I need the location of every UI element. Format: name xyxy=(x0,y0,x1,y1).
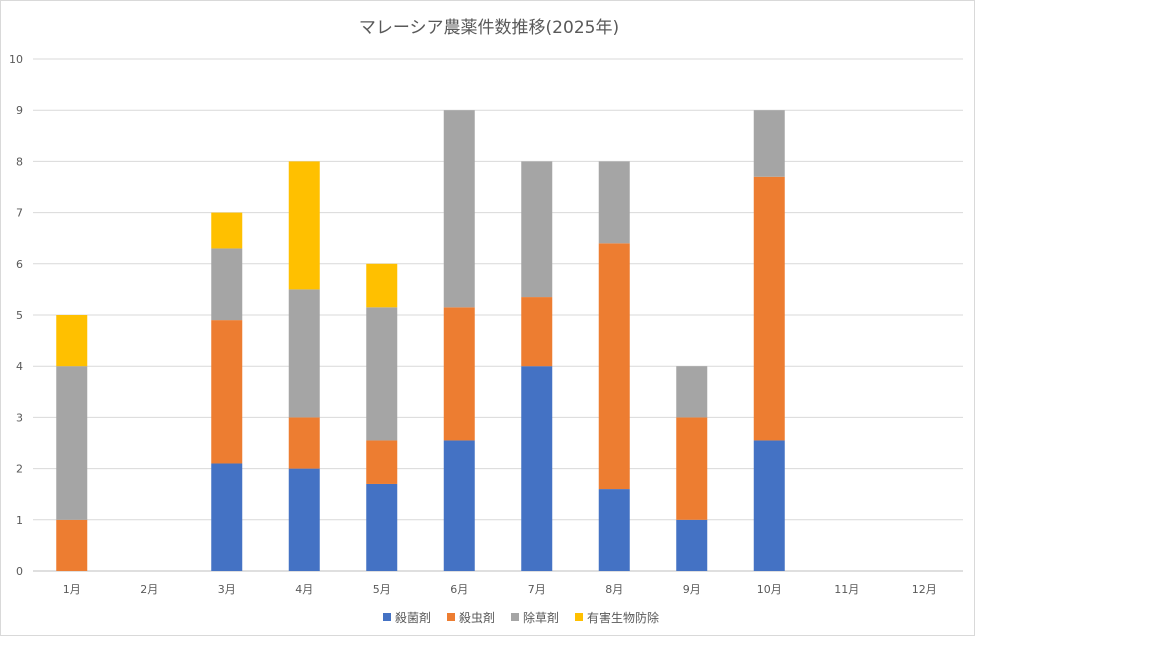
y-axis: 0 1 2 3 4 5 6 7 8 9 10 xyxy=(9,53,23,578)
y-tick-label: 4 xyxy=(16,360,23,373)
legend-swatch xyxy=(575,613,583,621)
bar-segment xyxy=(676,366,708,418)
y-tick-label: 8 xyxy=(16,155,23,168)
y-tick-label: 0 xyxy=(16,565,23,578)
bar-segment xyxy=(211,248,243,321)
bar-segment xyxy=(443,110,475,308)
x-tick-label: 7月 xyxy=(528,583,546,596)
legend-label: 有害生物防除 xyxy=(587,610,659,625)
bar-segment xyxy=(676,519,708,571)
bar-segment xyxy=(366,307,398,441)
x-tick-label: 3月 xyxy=(218,583,236,596)
stacked-bar-chart: マレーシア農薬件数推移(2025年) 0 1 2 3 4 5 6 7 8 9 10 1月 2月 3月 4月… xyxy=(9,18,963,625)
x-tick-label: 5月 xyxy=(373,583,391,596)
bar-segment xyxy=(753,110,785,177)
y-tick-label: 1 xyxy=(16,514,23,527)
x-tick-label: 9月 xyxy=(683,583,701,596)
bar-segment xyxy=(366,440,398,484)
x-tick-label: 8月 xyxy=(605,583,623,596)
y-tick-label: 3 xyxy=(16,411,23,424)
y-tick-label: 6 xyxy=(16,258,23,271)
bar-segment xyxy=(211,320,243,464)
bar-segment xyxy=(521,161,553,298)
y-tick-label: 2 xyxy=(16,463,23,476)
y-tick-label: 5 xyxy=(16,309,23,322)
legend-label: 除草剤 xyxy=(523,610,559,625)
bar-segment xyxy=(443,307,475,441)
legend-label: 殺菌剤 xyxy=(395,610,431,625)
bar-segment xyxy=(211,212,243,249)
bar-segment xyxy=(366,483,398,571)
bar-segment xyxy=(598,489,630,571)
bar-segment xyxy=(288,468,320,571)
y-tick-label: 9 xyxy=(16,104,23,117)
bar-segment xyxy=(56,366,88,520)
bar-segment xyxy=(56,519,88,571)
bar-segment xyxy=(598,243,630,490)
x-tick-label: 4月 xyxy=(295,583,313,596)
bar-segment xyxy=(288,289,320,418)
bar-segment xyxy=(521,297,553,367)
x-tick-label: 2月 xyxy=(140,583,158,596)
bar-segment xyxy=(288,161,320,290)
bar-segment xyxy=(211,463,243,571)
y-tick-label: 10 xyxy=(9,53,23,66)
legend-label: 殺虫剤 xyxy=(459,610,495,625)
bar-segment xyxy=(521,366,553,571)
bar-segment xyxy=(288,417,320,469)
bar-segment xyxy=(598,161,630,244)
x-axis: 1月 2月 3月 4月 5月 6月 7月 8月 9月 10月 11月 12月 xyxy=(63,583,937,596)
legend-swatch xyxy=(383,613,391,621)
bars xyxy=(56,110,785,571)
y-tick-label: 7 xyxy=(16,207,23,220)
bar-segment xyxy=(753,176,785,441)
bar-segment xyxy=(443,440,475,571)
x-tick-label: 11月 xyxy=(834,583,859,596)
bar-segment xyxy=(366,263,398,308)
chart-title: マレーシア農薬件数推移(2025年) xyxy=(359,18,619,38)
bar-segment xyxy=(56,315,88,367)
legend-swatch xyxy=(511,613,519,621)
x-tick-label: 6月 xyxy=(450,583,468,596)
x-tick-label: 1月 xyxy=(63,583,81,596)
legend-swatch xyxy=(447,613,455,621)
x-tick-label: 10月 xyxy=(757,583,782,596)
bar-segment xyxy=(753,440,785,571)
legend: 殺菌剤 殺虫剤 除草剤 有害生物防除 xyxy=(383,610,659,625)
bar-segment xyxy=(676,417,708,520)
x-tick-label: 12月 xyxy=(912,583,937,596)
gridlines xyxy=(33,58,963,572)
chart-container: マレーシア農薬件数推移(2025年) 0 1 2 3 4 5 6 7 8 9 10 1月 2月 3月 4月… xyxy=(0,0,975,636)
